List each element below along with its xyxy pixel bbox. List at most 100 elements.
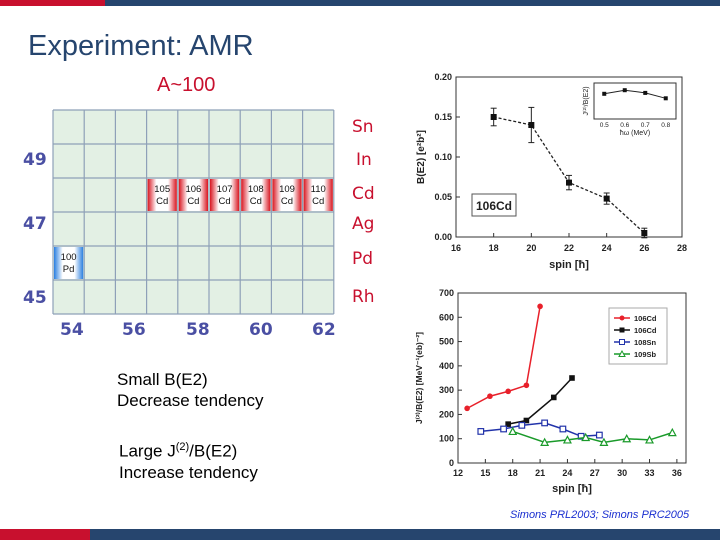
chart2-xtick-label: 36 [672, 468, 682, 478]
chart2-xtick-label: 24 [562, 468, 572, 478]
cd-cell-109 [272, 179, 302, 211]
chart1-point [641, 230, 648, 236]
pd-cell-mass: 100 [61, 252, 77, 263]
chart2-legend-label: 108Sn [634, 338, 657, 347]
chart2-point [540, 437, 550, 446]
cd-cell-mass: 108 [248, 184, 264, 195]
chart2-series-line [508, 377, 573, 425]
chart2-point [645, 435, 655, 444]
slide-subtitle: A~100 [157, 74, 216, 96]
cd-cell-symbol: Cd [312, 196, 324, 207]
chart2-xtick-label: 33 [645, 468, 655, 478]
note-large-j2-line2: Increase tendency [119, 462, 258, 482]
chart1-inset-frame [593, 82, 677, 120]
cd-cell-108 [241, 179, 271, 211]
chart2-legend-label: 106Cd [634, 326, 657, 335]
top-accent-red [0, 0, 105, 6]
chart1-inset-xtick-label: 0.6 [620, 122, 629, 129]
chart1-xtick-label: 26 [639, 243, 649, 253]
cd-cell-mass: 107 [217, 184, 233, 195]
note-small-be2: Small B(E2) Decrease tendency [117, 369, 263, 411]
chart1-inset-point [622, 88, 627, 93]
chart1-ytick-label: 0.10 [434, 152, 452, 162]
chart2-xtick-label: 30 [617, 468, 627, 478]
chart2-xtick-label: 12 [453, 468, 463, 478]
chart1-inset-xtick-label: 0.7 [641, 122, 650, 129]
chart2-point [508, 426, 518, 436]
chart1-point [566, 179, 572, 186]
element-label-in: In [356, 150, 372, 170]
be2-vs-spin-chart: 16 18 20 22 24 26 28 0.00 0.05 0.10 0.15 0.20 spin [… [416, 72, 687, 271]
chart1-point [528, 122, 535, 128]
chart1-inset-xlabel: ħω (MeV) [620, 130, 650, 137]
chart1-point [603, 195, 610, 202]
chart2-xtick-label: 15 [480, 468, 490, 478]
chart1-xtick-label: 28 [677, 243, 687, 253]
chart1-xtick-label: 16 [451, 243, 461, 253]
bottom-accent-red [0, 529, 90, 540]
z-label-45: 45 [23, 288, 47, 308]
cd-cell-symbol: Cd [219, 196, 231, 207]
chart2-point [550, 394, 557, 401]
chart2-ytick-label: 300 [439, 385, 454, 395]
chart2-ytick-label: 500 [439, 337, 454, 347]
cd-cell-symbol: Cd [156, 196, 168, 207]
chart2-legend-marker [619, 315, 625, 321]
chart2-xlabel: spin [ħ] [552, 483, 592, 495]
chart1-inset-line [604, 89, 666, 99]
n-label-62: 62 [312, 320, 336, 340]
cd-cell-110 [303, 179, 333, 211]
cd-cell-symbol: Cd [187, 196, 199, 207]
chart2-ytick-label: 0 [449, 458, 454, 468]
element-label-cd: Cd [352, 184, 375, 204]
chart2-ytick-label: 400 [439, 361, 454, 371]
chart1-inset-point [663, 96, 668, 101]
z-label-49: 49 [23, 150, 47, 170]
chart2-ytick-label: 100 [439, 434, 454, 444]
element-label-ag: Ag [352, 214, 375, 234]
bottom-accent-bar [0, 529, 720, 540]
chart1-inset-xtick-label: 0.5 [600, 122, 609, 129]
chart1-inset-xtick-label: 0.8 [661, 122, 670, 129]
pd-cell-symbol: Pd [63, 264, 75, 275]
chart2-point [569, 375, 575, 381]
chart2-point [595, 431, 603, 439]
chart2-point [505, 421, 511, 427]
chart2-xtick-label: 18 [508, 468, 518, 478]
chart1-inset-ylabel: J⁽²⁾/B(E2) [582, 86, 590, 115]
chart2-legend-marker [619, 339, 625, 345]
chart1-inset-point [602, 91, 607, 96]
z-label-47: 47 [23, 214, 47, 234]
chart1-xtick-label: 22 [564, 243, 574, 253]
chart2-ylabel: J⁽²⁾/B(E2) [MeV⁻¹(eb)⁻²] [414, 332, 424, 424]
chart2-point [541, 419, 549, 427]
chart1-legend-label: 106Cd [476, 199, 512, 213]
cd-cell-107 [210, 179, 240, 211]
pd-cell-100 [54, 247, 84, 279]
cd-cell-105 [147, 179, 177, 211]
chart2-point [523, 382, 530, 389]
note-small-be2-line2: Decrease tendency [117, 391, 264, 410]
chart1-ytick-label: 0.00 [434, 232, 452, 242]
cd-cell-mass: 106 [185, 184, 201, 195]
chart2-point [518, 421, 526, 429]
cd-cell-mass: 109 [279, 184, 295, 195]
chart2-point [477, 428, 485, 435]
chart2-point [464, 405, 470, 412]
chart2-legend-marker [619, 327, 625, 333]
chart1-ylabel: B(E2) [e²b²] [416, 130, 427, 184]
chart2-point [500, 425, 508, 433]
chart2-point [487, 393, 493, 400]
cd-cell-mass: 110 [311, 184, 326, 195]
chart1-xtick-label: 20 [526, 243, 536, 253]
n-label-56: 56 [122, 320, 146, 340]
chart2-point [562, 435, 572, 444]
chart1-inset-point [643, 90, 648, 95]
slide-title: Experiment: AMR [28, 30, 254, 62]
j2-over-be2-vs-spin-chart: 12 15 18 21 24 27 30 33 36 0 100 200 300 400 500 600 700… [414, 288, 687, 495]
chart1-xlabel: spin [ħ] [549, 259, 589, 271]
element-label-rh: Rh [352, 287, 375, 307]
chart1-point [490, 114, 497, 120]
chart2-legend-label: 109Sb [634, 350, 657, 359]
